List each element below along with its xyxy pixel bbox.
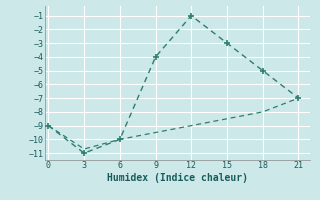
X-axis label: Humidex (Indice chaleur): Humidex (Indice chaleur) bbox=[107, 173, 248, 183]
